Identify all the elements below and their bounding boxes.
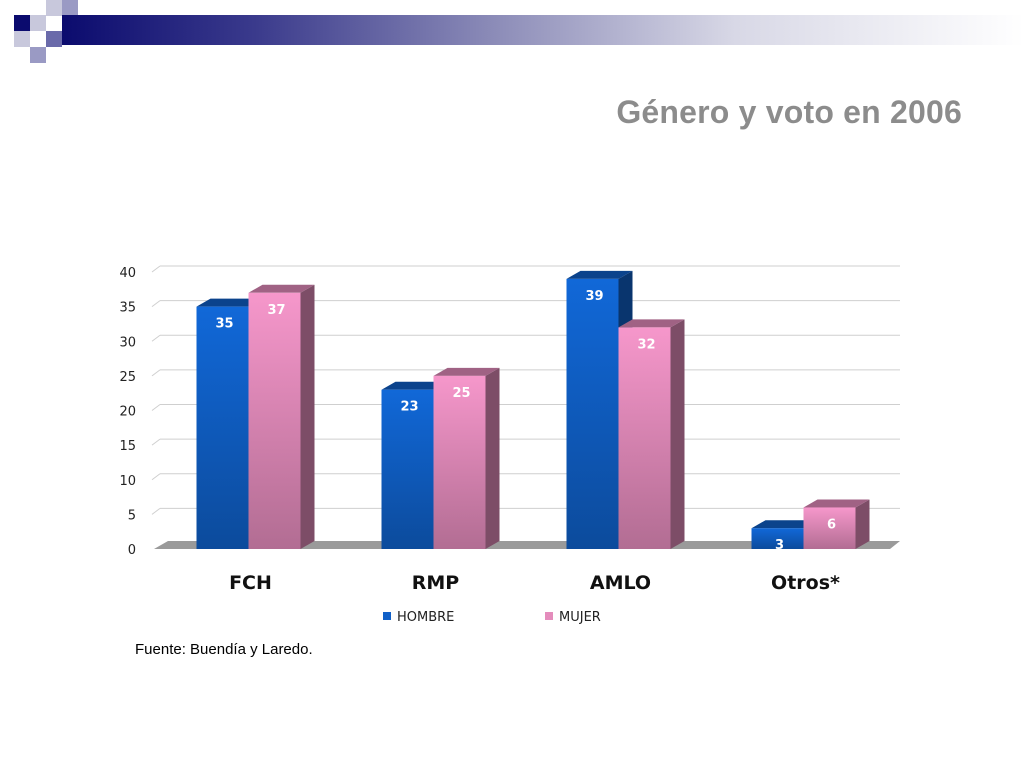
bar-mujer (248, 292, 301, 549)
gridline-3d-edge (151, 507, 161, 515)
data-label: 37 (267, 303, 285, 318)
bar-top (381, 381, 448, 390)
y-tick-label: 35 (119, 301, 136, 316)
data-label: 39 (585, 289, 603, 304)
x-category-label: AMLO (590, 572, 651, 594)
bar-hombre (751, 528, 804, 549)
x-category-label: FCH (229, 572, 272, 594)
data-label: 25 (452, 386, 470, 401)
header-decoration (0, 0, 1024, 70)
gridline-3d-edge (151, 369, 161, 377)
y-tick-label: 30 (119, 335, 136, 350)
bar-hombre (566, 278, 619, 549)
gridline-3d-edge (151, 404, 161, 411)
decor-square (30, 15, 46, 31)
bar-side (485, 367, 500, 549)
legend-label: MUJER (559, 610, 601, 625)
bar-side (855, 499, 870, 549)
bar-side (670, 319, 685, 549)
y-tick-label: 20 (119, 405, 136, 420)
decor-square (14, 15, 30, 31)
gridline-3d-edge (151, 300, 161, 308)
bar-side (300, 284, 315, 549)
header-gradient-band (62, 15, 1024, 45)
bar-top (618, 319, 685, 328)
decor-square (14, 31, 30, 47)
bar-mujer (803, 507, 856, 549)
decor-square (30, 47, 46, 63)
x-category-label: Otros* (771, 572, 840, 594)
gridline-3d-edge (151, 473, 161, 481)
bar-mujer (618, 327, 671, 549)
decor-square (62, 0, 78, 15)
bar-hombre (381, 389, 434, 549)
gridline-3d-edge (151, 265, 161, 273)
legend-swatch (383, 612, 391, 620)
y-tick-label: 5 (128, 508, 136, 523)
data-label: 35 (215, 317, 233, 332)
y-tick-label: 25 (119, 370, 136, 385)
decor-square (46, 0, 62, 16)
y-tick-label: 10 (119, 474, 136, 489)
data-label: 23 (400, 400, 418, 415)
bar-top (248, 284, 315, 293)
gridline-3d-edge (151, 334, 161, 342)
page-title: Género y voto en 2006 (616, 94, 962, 130)
bar-top (751, 520, 818, 529)
bar-mujer (433, 375, 486, 549)
data-label: 6 (827, 517, 836, 532)
decor-square (46, 31, 62, 47)
data-label: 3 (775, 538, 784, 553)
y-tick-label: 0 (128, 543, 136, 558)
y-tick-label: 15 (119, 439, 136, 454)
bar-top (433, 367, 500, 376)
bar-top (196, 298, 263, 307)
bar-hombre (196, 306, 249, 549)
bar-top (803, 499, 870, 508)
bar-chart: 0 5 10 15 20 25 30 35 40 35 37 FCH 23 25 RMP 39 32 AMLO 3 6… (119, 265, 900, 625)
data-label: 32 (637, 337, 655, 352)
legend-label: HOMBRE (397, 610, 454, 625)
source-note: Fuente: Buendía y Laredo. (135, 641, 313, 658)
y-tick-label: 40 (119, 266, 136, 281)
bar-top (566, 270, 633, 279)
chart-floor (154, 541, 900, 549)
legend-swatch (545, 612, 553, 620)
x-category-label: RMP (412, 572, 460, 594)
gridline-3d-edge (151, 438, 161, 446)
